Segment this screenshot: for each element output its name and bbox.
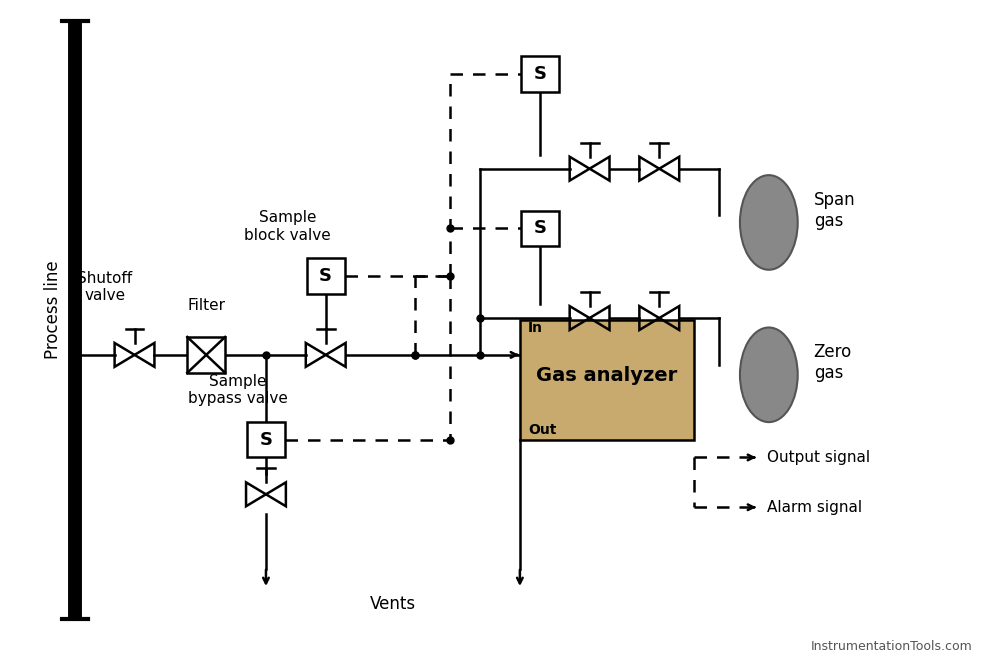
Text: Gas analyzer: Gas analyzer bbox=[537, 366, 678, 386]
Text: In: In bbox=[528, 321, 543, 335]
Ellipse shape bbox=[740, 328, 798, 422]
Text: S: S bbox=[259, 430, 273, 449]
Text: Alarm signal: Alarm signal bbox=[767, 500, 862, 515]
Text: Shutoff
valve: Shutoff valve bbox=[77, 271, 132, 303]
Ellipse shape bbox=[740, 175, 798, 270]
Text: Sample
block valve: Sample block valve bbox=[244, 210, 331, 243]
Text: Zero
gas: Zero gas bbox=[814, 343, 852, 382]
Text: Output signal: Output signal bbox=[767, 450, 870, 465]
Text: S: S bbox=[533, 219, 547, 237]
Text: Sample
bypass valve: Sample bypass valve bbox=[188, 374, 288, 406]
Bar bbox=[521, 210, 558, 246]
Text: InstrumentationTools.com: InstrumentationTools.com bbox=[812, 640, 973, 653]
Text: Span
gas: Span gas bbox=[814, 191, 855, 230]
Text: S: S bbox=[533, 65, 547, 83]
Text: Out: Out bbox=[528, 422, 557, 436]
Text: S: S bbox=[319, 268, 332, 285]
Text: Process line: Process line bbox=[44, 261, 62, 359]
Text: Filter: Filter bbox=[187, 298, 226, 312]
Bar bbox=[306, 258, 345, 294]
Text: Vents: Vents bbox=[369, 595, 416, 613]
Bar bbox=[520, 320, 694, 440]
Bar bbox=[247, 422, 285, 457]
Bar bbox=[521, 56, 558, 92]
Bar bbox=[187, 337, 226, 373]
